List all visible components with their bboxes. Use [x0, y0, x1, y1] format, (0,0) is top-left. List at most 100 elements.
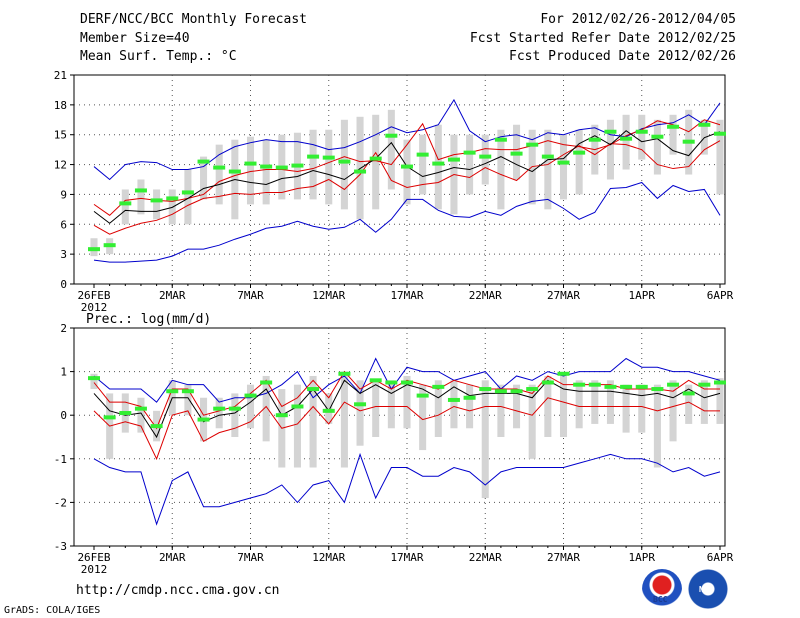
temp-xtick-label: 2MAR	[159, 289, 186, 302]
prec-median-mark	[541, 380, 554, 385]
temp-ytick-label: 6	[60, 218, 67, 231]
temp-ytick-label: 0	[60, 278, 67, 291]
temp-ytick-label: 9	[60, 188, 67, 201]
temp-median-mark	[213, 165, 226, 170]
temp-ensemble-box	[309, 129, 317, 200]
prec-ytick-label: -3	[54, 540, 67, 553]
prec-median-mark	[401, 380, 413, 385]
temp-median-mark	[134, 188, 147, 193]
prec-ytick-label: 2	[60, 322, 67, 335]
temp-median-mark	[354, 169, 367, 174]
prec-median-mark	[275, 413, 288, 418]
prec-median-mark	[385, 380, 398, 385]
prec-ensemble-box	[544, 375, 552, 437]
prec-median-mark	[260, 380, 273, 385]
prec-ensemble-box	[513, 384, 521, 429]
temp-median-mark	[260, 164, 273, 169]
temp-ensemble-box	[638, 114, 646, 160]
prec-ensemble-box	[716, 378, 724, 424]
temp-median-mark	[510, 151, 523, 156]
temp-median-mark	[275, 165, 288, 170]
prec-median-mark	[213, 406, 226, 411]
prec-ensemble-box	[246, 384, 255, 429]
temp-ensemble-box	[606, 119, 614, 180]
prec-ensemble-box	[653, 384, 661, 468]
prec-median-mark	[573, 382, 586, 387]
temp-ensemble-box	[575, 129, 583, 195]
temp-ensemble-box	[215, 144, 223, 205]
prec-ensemble-box	[356, 380, 364, 446]
ncc-logo: NCC	[688, 569, 728, 609]
prec-median-mark	[447, 397, 460, 402]
temp-xtick-label: 12MAR	[312, 289, 345, 302]
prec-median-mark	[651, 387, 664, 392]
temp-xtick-label: 1APR	[629, 289, 656, 302]
prec-panel: -3 -2 -1 0 1 2 26FEB 2MAR 7MAR 12MAR 17MAR 22MAR 27M…	[54, 312, 734, 576]
prec-median-mark	[526, 387, 539, 392]
prec-xtick-label: 1APR	[629, 551, 656, 564]
temp-ensemble-box	[622, 114, 630, 170]
temp-ensemble-box	[544, 129, 552, 210]
temp-median-mark	[291, 163, 304, 168]
prec-ensemble-box	[215, 397, 223, 429]
temp-median-mark	[416, 152, 429, 157]
prec-ytick-label: -2	[54, 496, 67, 509]
bcc-logo: BCC	[642, 569, 682, 609]
prec-min-line	[93, 452, 721, 526]
temp-ensemble-box	[137, 179, 145, 215]
prec-ensemble-box	[528, 384, 536, 459]
temp-panel: 0 3 6 9 12 15 18 21 26FEB 2MAR 7MAR 12MAR 17MAR 22MAR…	[54, 69, 734, 314]
prec-xtick-label: 7MAR	[237, 551, 264, 564]
temp-median-mark	[88, 247, 100, 252]
temp-median-mark	[369, 156, 382, 161]
temp-ensemble-box	[481, 134, 489, 185]
prec-median-mark	[244, 393, 257, 398]
temp-median-mark	[385, 133, 398, 138]
prec-median-mark	[416, 393, 429, 398]
prec-median-mark	[510, 389, 523, 394]
temp-max-line	[93, 98, 721, 181]
temp-xtick-label: 22MAR	[469, 289, 502, 302]
temp-median-mark	[447, 157, 460, 162]
temp-xtick-label: 17MAR	[390, 289, 423, 302]
refer-date: Fcst Started Refer Date 2012/02/25	[469, 31, 736, 46]
temp-ensemble-box	[262, 139, 270, 205]
member-size: Member Size=40	[80, 31, 190, 46]
prec-median-mark	[103, 415, 116, 420]
temp-median-mark	[526, 142, 539, 147]
prec-ensemble-box	[184, 384, 192, 416]
temp-median-mark	[588, 137, 601, 142]
temp-median-mark	[103, 243, 116, 248]
prec-ensemble-box	[340, 371, 348, 468]
prec-median-mark	[338, 371, 351, 376]
temp-median-mark	[557, 160, 570, 165]
prec-ensemble-box	[293, 384, 301, 468]
prec-median-mark	[479, 387, 492, 392]
prec-median-mark	[369, 378, 382, 383]
temp-ytick-label: 21	[54, 69, 67, 82]
prec-median-mark	[463, 395, 476, 400]
temp-ensemble-box	[325, 129, 333, 205]
prec-median-mark	[291, 404, 304, 409]
prec-median-mark	[307, 387, 320, 392]
temp-median-mark	[307, 154, 320, 159]
temp-median-mark	[401, 164, 413, 169]
temp-median-mark	[494, 137, 507, 142]
source-url[interactable]: http://cmdp.ncc.cma.gov.cn	[76, 583, 280, 598]
prec-year-label: 2012	[81, 563, 108, 576]
temp-xtick-label: 26FEB	[77, 289, 110, 302]
prec-median-mark	[557, 371, 570, 376]
prec-ytick-label: 1	[60, 366, 67, 379]
temp-median-mark	[150, 198, 163, 203]
prec-ensemble-box	[419, 384, 427, 451]
temp-ensemble-box	[497, 129, 505, 210]
temp-median-mark	[682, 139, 695, 144]
forecast-period: For 2012/02/26-2012/04/05	[540, 12, 736, 27]
temp-median-mark	[463, 150, 476, 155]
prec-median-mark	[635, 384, 648, 389]
temp-median-mark	[573, 150, 586, 155]
prec-ensemble-box	[622, 384, 630, 433]
temp-median-mark	[322, 155, 335, 160]
prec-ensemble-box	[575, 380, 583, 429]
